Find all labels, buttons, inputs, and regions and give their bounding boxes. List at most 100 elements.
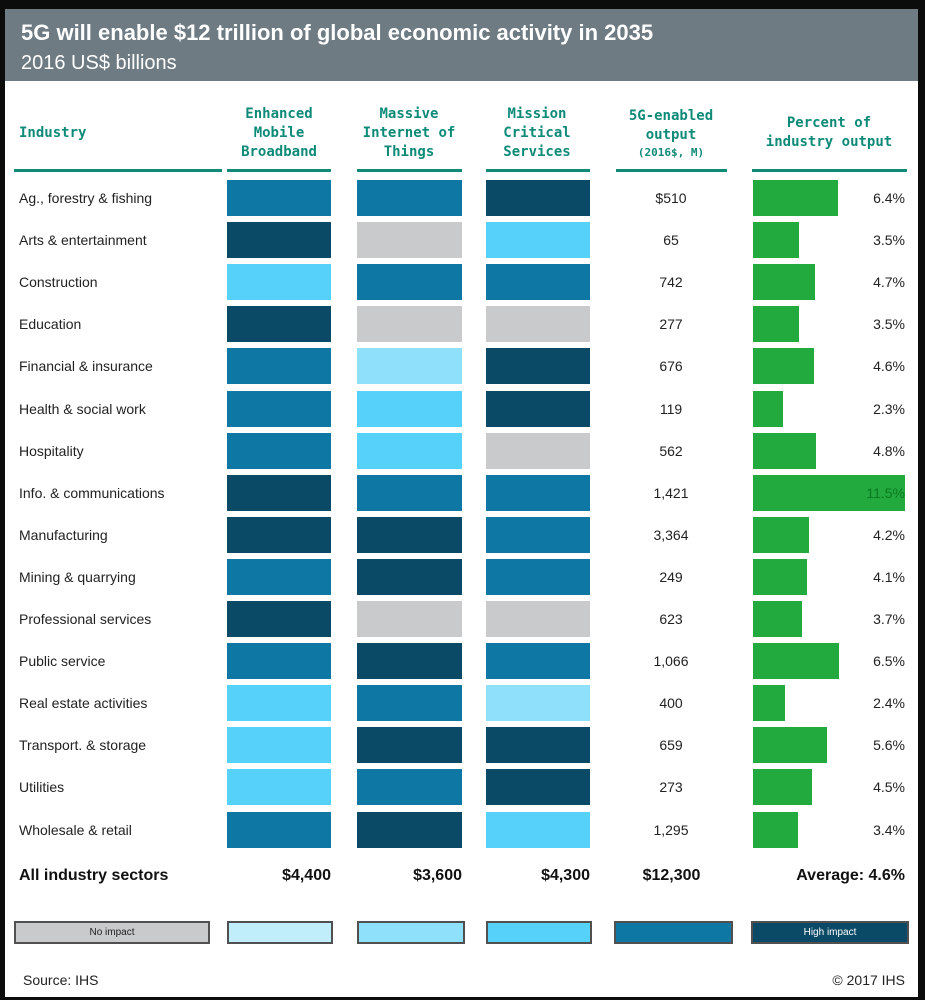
header-rule-output [616, 169, 727, 172]
impact-cell-mcs [486, 643, 590, 680]
impact-cell-mcs [486, 558, 590, 595]
industry-label: Ag., forestry & fishing [19, 190, 153, 206]
output-value: 562 [659, 442, 683, 459]
percent-label: 2.4% [873, 695, 905, 712]
impact-cell-embb [227, 348, 331, 385]
percent-bar [753, 264, 816, 301]
percent-label: 4.5% [873, 779, 905, 796]
output-value: 1,066 [653, 653, 689, 670]
percent-bar [753, 180, 838, 216]
output-value: 623 [659, 611, 683, 627]
output-value: 3,364 [653, 526, 689, 543]
impact-cell-miot [357, 306, 462, 343]
percent-bar [753, 643, 839, 680]
industry-label: Education [19, 316, 82, 333]
header-rule-industry [14, 169, 222, 172]
percent-label: 3.5% [873, 316, 905, 333]
impact-cell-embb [227, 222, 331, 259]
percent-bar [753, 516, 809, 553]
percent-bar [753, 474, 905, 511]
output-value: 65 [663, 232, 679, 249]
percent-label: 3.4% [873, 821, 905, 838]
legend-swatch-0: No impact [14, 921, 210, 944]
legend-swatch-2 [357, 921, 465, 944]
impact-cell-miot [357, 685, 462, 722]
impact-cell-miot [357, 432, 462, 469]
industry-label: Hospitality [19, 442, 84, 459]
impact-cell-mcs [486, 222, 590, 259]
percent-bar [753, 306, 800, 343]
impact-cell-miot [357, 643, 462, 680]
industry-label: Health & social work [19, 400, 146, 417]
percent-label: 5.6% [873, 737, 905, 754]
impact-cell-mcs [486, 306, 590, 343]
output-value: 277 [659, 316, 683, 333]
industry-label: Construction [19, 274, 98, 291]
impact-cell-miot [357, 558, 462, 595]
output-value: 400 [659, 695, 683, 712]
impact-cell-mcs [486, 727, 590, 764]
impact-cell-miot [357, 769, 462, 806]
impact-cell-embb [227, 727, 331, 764]
impact-cell-embb [227, 180, 331, 216]
percent-bar [753, 222, 800, 259]
impact-cell-mcs [486, 811, 590, 848]
impact-cell-mcs [486, 390, 590, 427]
header-percent: Percent of industry output [765, 115, 893, 150]
industry-label: Transport. & storage [19, 737, 147, 754]
impact-cell-miot [357, 811, 462, 848]
impact-cell-mcs [486, 180, 590, 216]
output-value: 659 [659, 737, 683, 754]
percent-bar [753, 769, 813, 806]
impact-cell-mcs [486, 264, 590, 301]
percent-bar [753, 348, 814, 385]
header-mcs: Mission Critical Services [503, 106, 571, 160]
chart-subtitle: 2016 US$ billions [21, 52, 177, 74]
percent-bar [753, 811, 798, 848]
totals-mcs: $4,300 [541, 867, 590, 884]
totals-output: $12,300 [642, 867, 701, 884]
impact-cell-miot [357, 180, 462, 216]
percent-label: 4.8% [873, 442, 905, 459]
header-industry: Industry [19, 125, 87, 141]
impact-cell-mcs [486, 432, 590, 469]
impact-cell-mcs [486, 348, 590, 385]
industry-label: Utilities [19, 779, 65, 796]
title-bar: 5G will enable $12 trillion of global ec… [5, 9, 918, 81]
impact-cell-embb [227, 685, 331, 722]
header-rule-mcs [486, 169, 590, 172]
totals-percent: Average: 4.6% [796, 867, 905, 884]
impact-cell-miot [357, 516, 462, 553]
percent-label: 4.1% [873, 568, 905, 585]
impact-cell-embb [227, 643, 331, 680]
impact-cell-embb [227, 306, 331, 343]
impact-cell-mcs [486, 516, 590, 553]
industry-label: Professional services [19, 611, 152, 627]
impact-cell-embb [227, 390, 331, 427]
industry-label: Arts & entertainment [19, 232, 147, 249]
percent-label: 3.7% [873, 611, 905, 627]
impact-cell-embb [227, 474, 331, 511]
impact-cell-embb [227, 811, 331, 848]
header-rule-percent [752, 169, 907, 172]
legend-swatch-1 [227, 921, 333, 944]
percent-bar [753, 558, 808, 595]
industry-label: Wholesale & retail [19, 821, 132, 838]
header-output-unit: (2016$, M) [637, 146, 705, 159]
impact-cell-miot [357, 264, 462, 301]
percent-label: 4.6% [873, 358, 905, 375]
header-rule-miot [357, 169, 462, 172]
legend-swatch-4 [614, 921, 733, 944]
industry-label: Financial & insurance [19, 358, 153, 375]
header-output: 5G-enabled output [628, 108, 714, 143]
output-value: 249 [659, 568, 683, 585]
percent-bar [753, 601, 802, 637]
header-miot: Massive Internet of Things [362, 106, 456, 160]
output-value: $510 [655, 190, 687, 206]
totals-miot: $3,600 [413, 867, 462, 884]
source-note: Source: IHS [23, 972, 99, 988]
output-value: 119 [659, 400, 683, 417]
impact-cell-miot [357, 222, 462, 259]
impact-cell-miot [357, 601, 462, 637]
impact-cell-mcs [486, 769, 590, 806]
